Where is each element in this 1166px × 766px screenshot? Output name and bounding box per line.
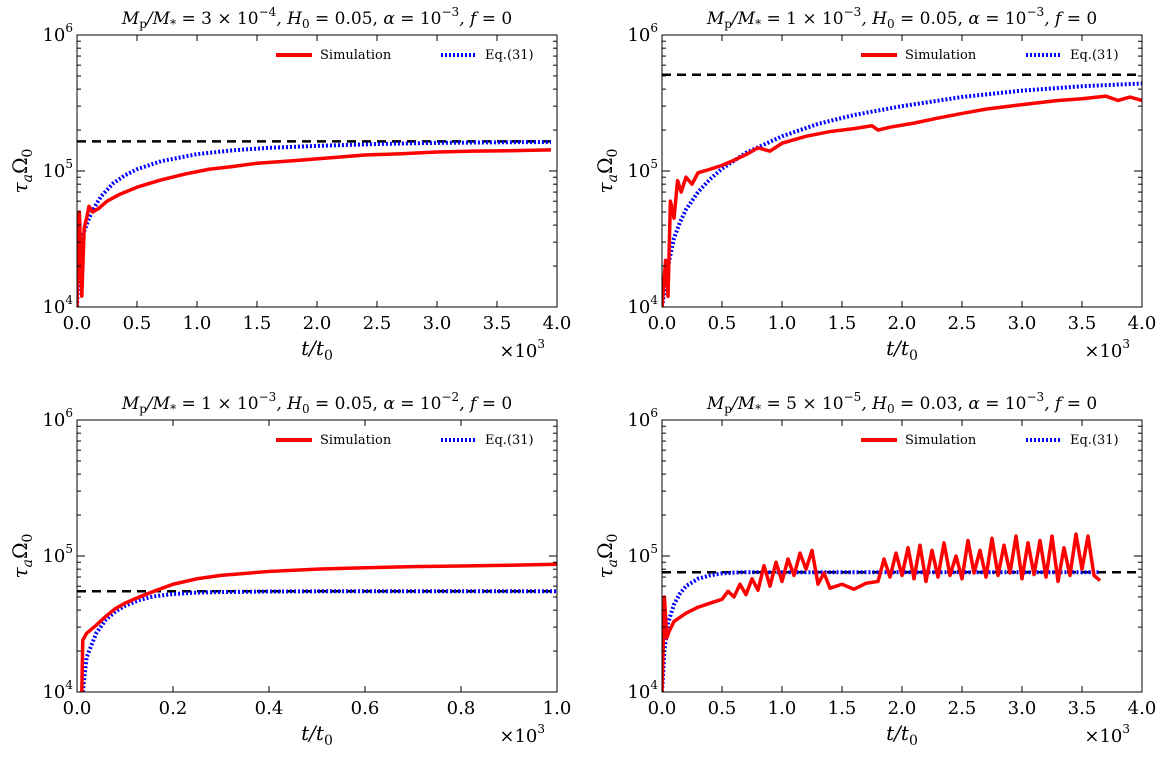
x-tick-label: 1.5 bbox=[828, 698, 857, 719]
y-tick-label: 104 bbox=[627, 293, 658, 318]
x-tick-label: 0.0 bbox=[63, 313, 92, 334]
plot-area bbox=[662, 532, 1142, 692]
y-tick-label: 106 bbox=[627, 21, 658, 46]
x-tick-label: 2.5 bbox=[363, 313, 392, 334]
y-tick-label: 105 bbox=[627, 542, 658, 567]
y-tick-label: 106 bbox=[42, 406, 73, 431]
legend-eq31-label: Eq.(31) bbox=[485, 433, 534, 448]
x-tick-label: 0.0 bbox=[63, 698, 92, 719]
y-tick-label: 105 bbox=[42, 157, 73, 182]
chart-title: Mp/M* = 1 × 10−3, H0 = 0.05, α = 10−3, f… bbox=[706, 5, 1097, 31]
x-tick-label: 2.0 bbox=[303, 313, 332, 334]
x-tick-label: 0.8 bbox=[447, 698, 476, 719]
chart-title: Mp/M* = 5 × 10−5, H0 = 0.03, α = 10−3, f… bbox=[706, 390, 1097, 416]
x-axis-label: t/t0 bbox=[886, 336, 918, 364]
legend-eq31-label: Eq.(31) bbox=[485, 48, 534, 63]
legend-simulation-label: Simulation bbox=[320, 48, 392, 63]
panel-2: 0.0 0.2 0.4 0.6 0.8 1.0 104 105 106 Mp/M* = 1 × 1… bbox=[8, 390, 571, 749]
plot-area bbox=[77, 139, 557, 307]
legend-simulation-label: Simulation bbox=[905, 48, 977, 63]
chart-title: Mp/M* = 1 × 10−3, H0 = 0.05, α = 10−2, f… bbox=[121, 390, 512, 416]
x-tick-label: 3.0 bbox=[1008, 698, 1037, 719]
y-tick-label: 104 bbox=[42, 678, 73, 703]
legend-eq31-label: Eq.(31) bbox=[1070, 433, 1119, 448]
x-tick-label: 4.0 bbox=[1128, 313, 1157, 334]
x-tick-label: 1.5 bbox=[243, 313, 272, 334]
x-tick-label: 2.5 bbox=[948, 313, 977, 334]
x-tick-label: 3.5 bbox=[1068, 313, 1097, 334]
legend-simulation-label: Simulation bbox=[905, 433, 977, 448]
y-axis-label: τaΩ0 bbox=[593, 149, 621, 194]
panel-0: 0.0 0.5 1.0 1.5 2.0 2.5 3.0 3.5 4.0 104 105 106 Mp/M… bbox=[8, 5, 571, 364]
x-axis-label: t/t0 bbox=[301, 721, 333, 749]
x-axis-label: t/t0 bbox=[886, 721, 918, 749]
plot-area bbox=[662, 73, 1142, 307]
x-tick-label: 0.5 bbox=[708, 313, 737, 334]
y-tick-label: 106 bbox=[627, 406, 658, 431]
axes-frame bbox=[76, 419, 558, 693]
y-tick-label: 105 bbox=[627, 157, 658, 182]
legend-eq31-label: Eq.(31) bbox=[1070, 48, 1119, 63]
x-multiplier: ×103 bbox=[499, 722, 545, 747]
x-tick-label: 2.0 bbox=[888, 313, 917, 334]
x-tick-label: 0.5 bbox=[123, 313, 152, 334]
x-tick-label: 0.0 bbox=[648, 313, 677, 334]
x-tick-label: 0.5 bbox=[708, 698, 737, 719]
panel-3: 0.0 0.5 1.0 1.5 2.0 2.5 3.0 3.5 4.0 104 105 106 Mp/M… bbox=[593, 390, 1156, 749]
axes-frame bbox=[76, 34, 558, 308]
x-tick-label: 3.0 bbox=[423, 313, 452, 334]
y-tick-label: 104 bbox=[42, 293, 73, 318]
eq31-line bbox=[80, 589, 557, 692]
y-tick-label: 104 bbox=[627, 678, 658, 703]
y-axis-label: τaΩ0 bbox=[8, 534, 36, 579]
y-axis-label: τaΩ0 bbox=[593, 534, 621, 579]
legend-simulation-label: Simulation bbox=[320, 433, 392, 448]
simulation-line bbox=[662, 532, 1102, 692]
panel-1: 0.0 0.5 1.0 1.5 2.0 2.5 3.0 3.5 4.0 104 105 106 Mp/M… bbox=[593, 5, 1156, 364]
axes-frame bbox=[661, 419, 1143, 693]
x-tick-label: 0.4 bbox=[255, 698, 284, 719]
x-tick-label: 3.5 bbox=[1068, 698, 1097, 719]
x-tick-label: 1.0 bbox=[543, 698, 572, 719]
chart-title: Mp/M* = 3 × 10−4, H0 = 0.05, α = 10−3, f… bbox=[121, 5, 512, 31]
x-tick-label: 2.0 bbox=[888, 698, 917, 719]
eq31-line bbox=[77, 139, 552, 307]
x-tick-label: 4.0 bbox=[543, 313, 572, 334]
x-tick-label: 1.0 bbox=[183, 313, 212, 334]
x-tick-label: 0.0 bbox=[648, 698, 677, 719]
x-tick-label: 3.5 bbox=[483, 313, 512, 334]
x-tick-label: 1.0 bbox=[768, 313, 797, 334]
x-tick-label: 1.5 bbox=[828, 313, 857, 334]
simulation-line bbox=[662, 94, 1142, 307]
x-multiplier: ×103 bbox=[1084, 722, 1130, 747]
eq31-line bbox=[662, 81, 1142, 307]
plot-area bbox=[77, 562, 557, 692]
x-tick-label: 0.2 bbox=[159, 698, 188, 719]
simulation-line bbox=[80, 562, 557, 692]
y-tick-label: 105 bbox=[42, 542, 73, 567]
x-tick-label: 2.5 bbox=[948, 698, 977, 719]
x-multiplier: ×103 bbox=[499, 337, 545, 362]
x-multiplier: ×103 bbox=[1084, 337, 1130, 362]
x-tick-label: 4.0 bbox=[1128, 698, 1157, 719]
y-axis-label: τaΩ0 bbox=[8, 149, 36, 194]
x-tick-label: 3.0 bbox=[1008, 313, 1037, 334]
simulation-line bbox=[77, 148, 552, 307]
y-tick-label: 106 bbox=[42, 21, 73, 46]
x-tick-label: 1.0 bbox=[768, 698, 797, 719]
x-axis-label: t/t0 bbox=[301, 336, 333, 364]
x-tick-label: 0.6 bbox=[351, 698, 380, 719]
